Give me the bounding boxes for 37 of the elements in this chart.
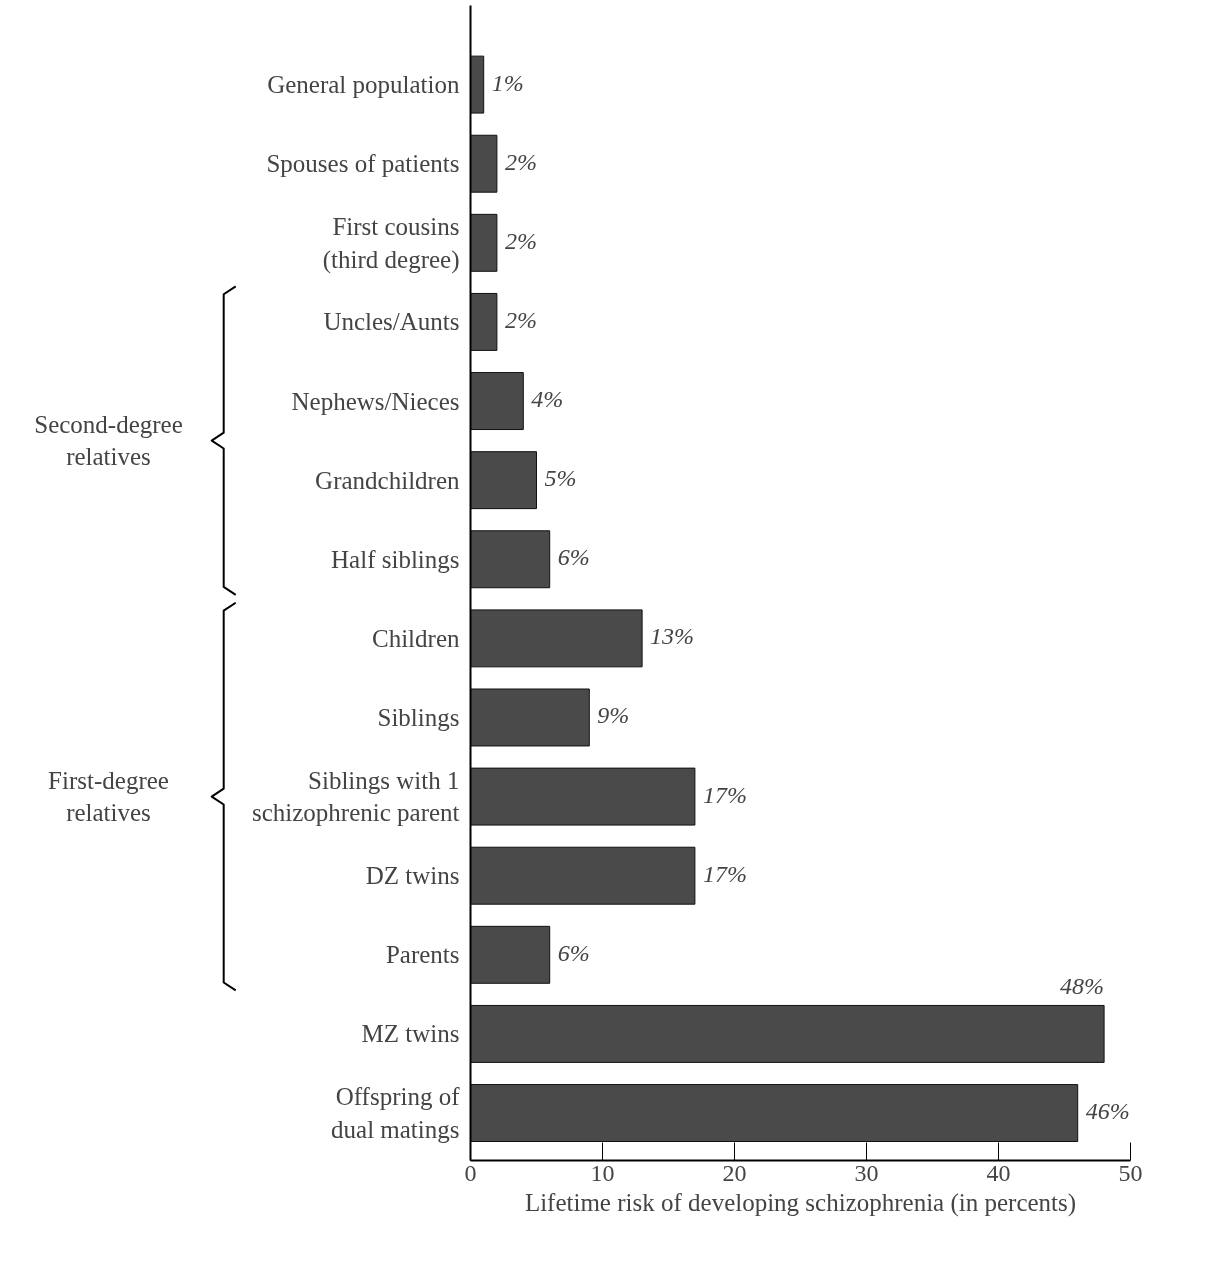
text: Second-degree relatives: [34, 410, 183, 471]
x-tick-label: 40: [986, 1159, 1011, 1186]
data-label: 46%: [1085, 1098, 1130, 1125]
data-label: 17%: [702, 781, 747, 808]
data-label: 2%: [504, 148, 537, 175]
y-tick-label: Uncles/Aunts: [323, 308, 460, 336]
data-label: 17%: [702, 860, 747, 887]
x-tick-label: 30: [854, 1159, 879, 1186]
y-tick-label: General population: [267, 71, 460, 99]
x-tick-label: 10: [590, 1159, 615, 1186]
data-label: 4%: [531, 386, 564, 413]
data-label: 6%: [557, 939, 590, 966]
y-tick-label: Nephews/Nieces: [291, 387, 460, 415]
x-tick-label: 50: [1118, 1159, 1143, 1186]
x-tick-label: 20: [722, 1159, 747, 1186]
y-tick-label: Parents: [385, 941, 460, 969]
data-label: 6%: [557, 544, 590, 571]
y-tick-label: Children: [372, 624, 460, 652]
data-label: 2%: [504, 306, 537, 333]
y-tick-label: Siblings: [377, 703, 460, 731]
data-label: 2%: [504, 227, 537, 254]
y-tick-label: Grandchildren: [315, 466, 460, 494]
y-tick-label: Siblings with 1 schizophrenic parent: [251, 766, 460, 827]
y-tick-label: Half siblings: [331, 545, 460, 573]
data-label: 1%: [491, 69, 524, 96]
text: First-degree relatives: [48, 766, 169, 827]
y-tick-label: DZ twins: [365, 862, 460, 890]
data-label: 9%: [597, 702, 630, 729]
data-label: 5%: [544, 465, 577, 492]
x-axis-title: Lifetime risk of developing schizophrenia (in percents): [524, 1188, 1077, 1217]
data-label: 13%: [650, 623, 695, 650]
y-tick-label: MZ twins: [361, 1020, 460, 1048]
x-tick-label: 0: [464, 1159, 477, 1186]
data-label: 48%: [1060, 973, 1105, 1000]
y-tick-label: First cousins (third degree): [322, 213, 460, 274]
y-tick-label: Spouses of patients: [266, 150, 460, 178]
y-tick-label: Offspring of dual matings: [331, 1083, 461, 1143]
